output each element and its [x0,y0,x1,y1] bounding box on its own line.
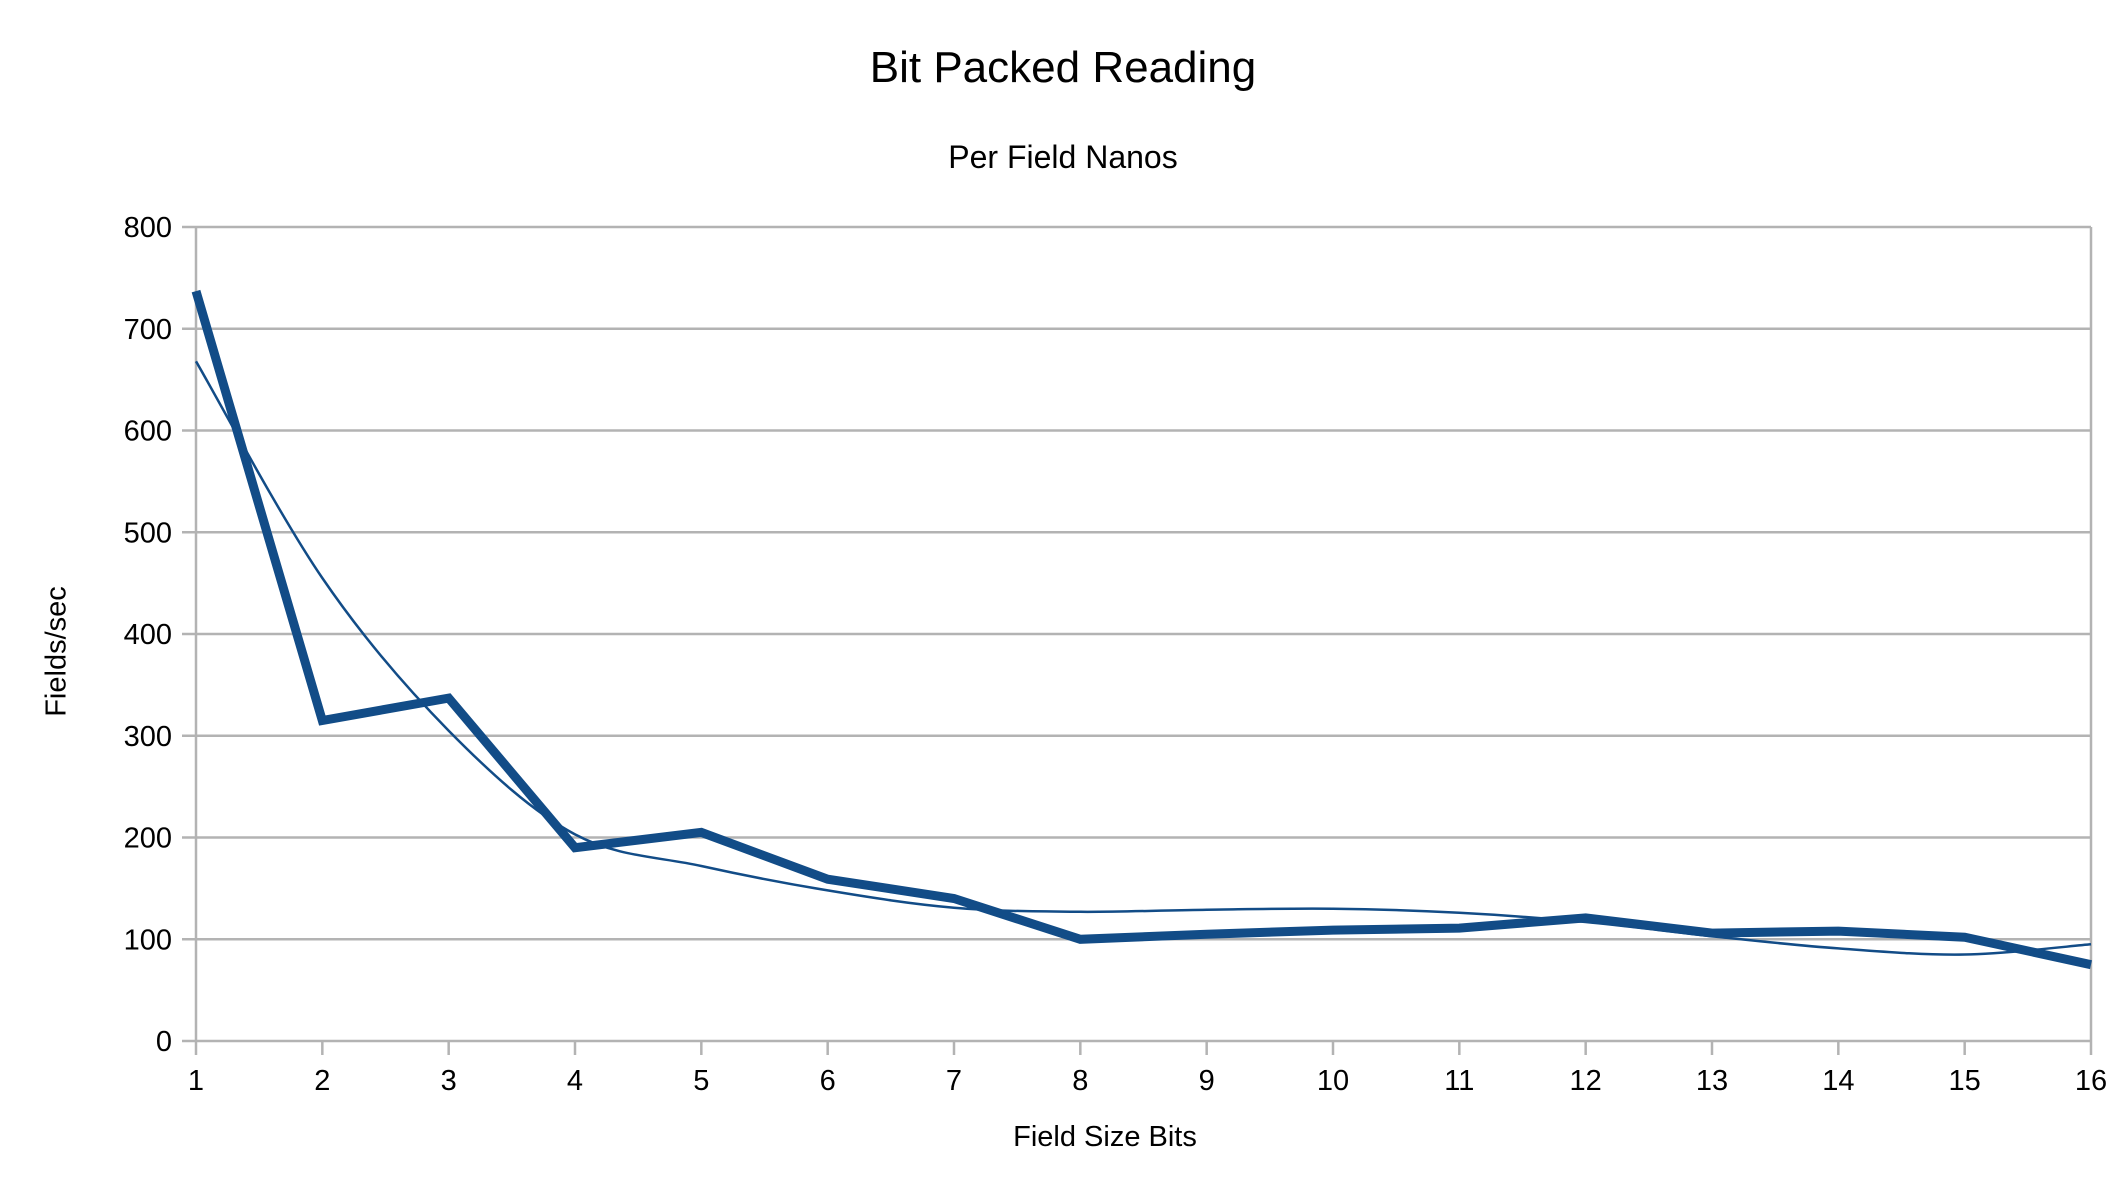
y-tick-label: 0 [156,1026,172,1058]
x-tick-label: 16 [2075,1065,2107,1097]
y-tick-label: 500 [124,517,172,549]
x-tick-label: 6 [820,1065,836,1097]
x-tick-label: 5 [693,1065,709,1097]
x-tick-label: 15 [1949,1065,1981,1097]
x-tick-label: 2 [314,1065,330,1097]
x-tick-label: 9 [1199,1065,1215,1097]
x-tick-label: 1 [188,1065,204,1097]
x-tick-label: 7 [946,1065,962,1097]
x-tick-label: 14 [1822,1065,1854,1097]
x-axis-title: Field Size Bits [1013,1121,1197,1153]
x-tick-label: 12 [1570,1065,1602,1097]
x-tick-label: 11 [1444,1065,1474,1097]
y-tick-label: 300 [124,721,172,753]
x-tick-label: 10 [1317,1065,1349,1097]
x-tick-label: 3 [441,1065,457,1097]
y-tick-label: 700 [124,314,172,346]
y-tick-label: 200 [124,823,172,855]
y-tick-label: 800 [124,212,172,244]
trend-line-series [194,360,2092,956]
x-tick-label: 8 [1072,1065,1088,1097]
y-tick-label: 400 [124,619,172,651]
y-tick-label: 600 [124,416,172,448]
x-tick-label: 13 [1696,1065,1728,1097]
chart-subtitle: Per Field Nanos [948,139,1178,175]
y-tick-label: 100 [124,924,172,956]
x-tick-label: 4 [567,1065,583,1097]
measured-line-series [191,289,2092,970]
chart-title: Bit Packed Reading [869,43,1257,92]
